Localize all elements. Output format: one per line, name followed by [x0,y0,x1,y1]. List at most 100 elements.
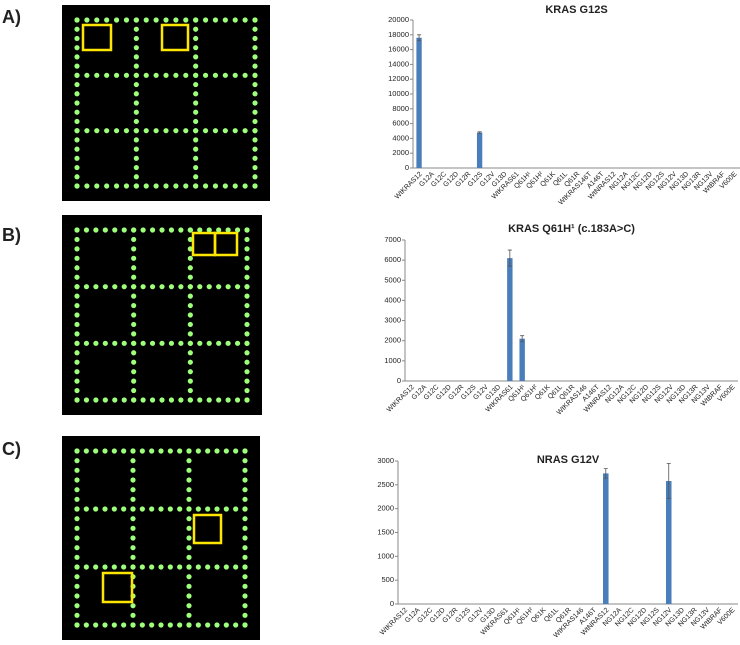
spot [104,128,110,134]
highlight-box [101,571,134,604]
spot [187,236,193,243]
spot [149,227,156,233]
spot [183,183,189,189]
spot [83,448,89,454]
spot [74,81,80,88]
spot [133,54,139,60]
spot [244,312,250,318]
spot [193,146,199,152]
array-spots [74,17,258,628]
spot [133,91,139,97]
spot [216,397,222,403]
y-tick-label: 2000 [377,504,394,513]
spot [186,516,192,522]
spot [123,17,130,23]
spot [252,164,258,171]
spot [131,397,137,403]
spot [193,183,199,189]
spot [212,128,219,134]
spot [222,128,228,134]
spot [102,506,108,512]
spot [74,146,80,152]
spot [193,45,199,51]
spot [187,265,193,271]
spot [202,128,209,134]
spot [74,17,80,23]
spot [225,284,231,290]
spot [163,72,169,78]
spot [74,564,80,570]
x-tick-label: WtKRAS12 [386,384,416,414]
spot [168,227,175,233]
spot [121,340,127,346]
spot [133,128,139,134]
spot [252,118,258,125]
spot [242,448,248,454]
spot [139,564,145,570]
spot [133,63,139,69]
spot [234,284,241,290]
spot [130,496,136,502]
spot [133,137,139,143]
spot [133,72,139,78]
spot [214,506,220,512]
y-tick-label: 6000 [384,255,401,264]
spot [104,72,110,78]
spot [131,274,137,280]
spot [205,622,211,628]
spot [158,622,164,628]
spot [130,554,136,560]
spot [168,397,175,403]
spot [74,54,80,60]
spot [93,506,99,512]
spot [252,146,258,152]
spot [186,467,192,473]
spot [186,603,192,609]
spot [113,183,120,189]
spot [93,284,99,290]
chart-title: NRAS G12V [537,454,600,466]
spot [252,26,258,32]
spot [93,397,99,403]
spot [167,564,173,570]
spot [252,128,258,134]
spot [133,174,139,180]
spot [131,246,137,252]
spot [177,564,183,570]
y-tick-label: 0 [405,163,409,172]
spot [193,100,199,106]
spot [242,545,248,551]
spot [206,227,212,233]
spot [74,397,80,403]
chart-title: KRAS Q61H¹ (c.183A>C) [508,223,635,235]
spot [167,506,173,512]
spot [74,312,80,318]
spot [83,340,90,346]
spot [186,574,192,580]
spot [94,72,100,78]
spot [187,227,193,233]
spot [244,293,250,299]
spot [242,535,248,541]
spot [84,128,90,134]
spot [193,118,199,125]
spot [123,183,130,189]
spot [121,564,127,570]
spot [233,564,239,570]
spot [252,45,258,51]
spot [244,321,250,328]
spot [244,331,250,337]
spot [74,174,80,180]
error-bar [666,462,671,500]
spot [252,35,258,42]
spot [74,45,80,51]
spot [193,174,199,180]
y-tick-label: 10000 [388,89,409,98]
spot [149,448,155,454]
spot [74,227,80,233]
spot [193,137,199,143]
spot [252,72,258,78]
spot [242,477,248,483]
spot [74,246,80,252]
spot [143,183,149,189]
